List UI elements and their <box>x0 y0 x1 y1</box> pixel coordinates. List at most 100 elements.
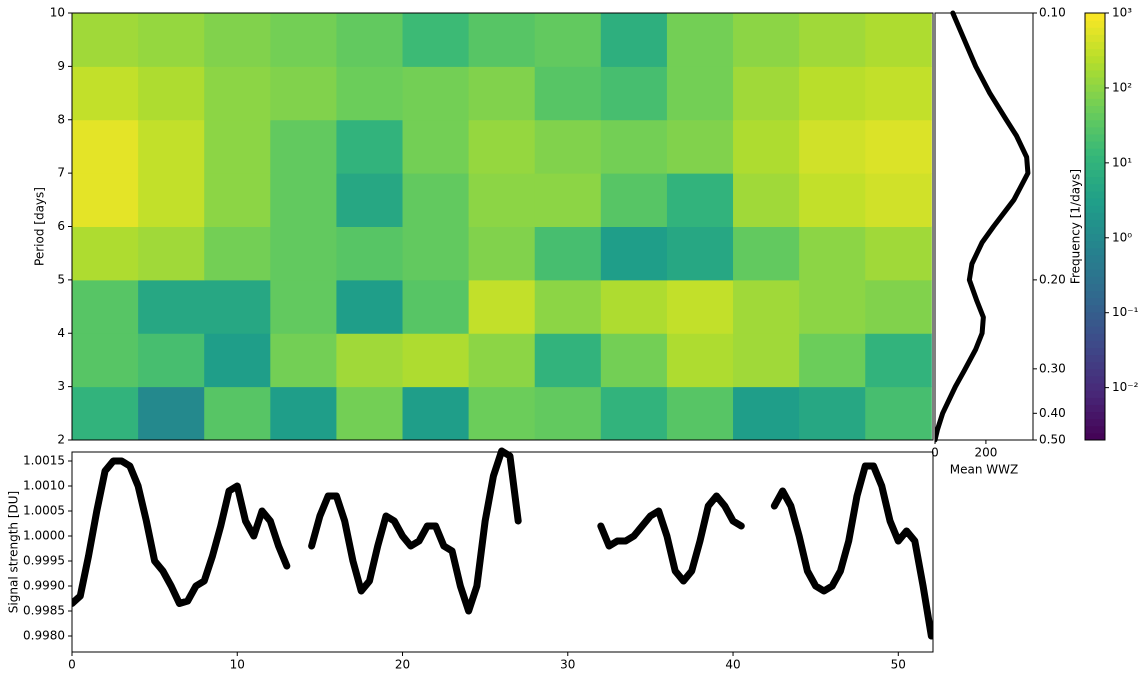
heatmap-cell <box>204 66 271 121</box>
heatmap-cell <box>336 66 404 121</box>
y-tick-label: 9 <box>57 59 65 73</box>
heatmap-cell <box>72 66 139 121</box>
heatmap-cell <box>72 119 139 174</box>
x-tick-label: 30 <box>560 658 575 672</box>
heatmap-cell <box>402 66 470 121</box>
y-tick-label: 5 <box>57 272 65 286</box>
heatmap-cell <box>336 226 404 281</box>
colorbar-segment <box>1085 198 1105 206</box>
heatmap-cell <box>270 386 337 441</box>
heatmap-cell <box>600 386 668 441</box>
heatmap-cell <box>72 13 139 67</box>
heatmap-cell <box>138 119 205 174</box>
colorbar-segment <box>1085 133 1105 142</box>
y2-tick-label: 0.50 <box>1039 433 1066 447</box>
heatmap-cell <box>138 66 205 121</box>
colorbar-segment <box>1085 326 1105 334</box>
y2-tick-label: 0.10 <box>1039 6 1066 20</box>
colorbar-segment <box>1085 368 1105 377</box>
y-tick-label: 7 <box>57 166 65 180</box>
x-tick-label: 20 <box>395 658 410 672</box>
colorbar-segment <box>1085 62 1105 71</box>
colorbar-segment <box>1085 432 1105 441</box>
heatmap-cell <box>468 66 536 121</box>
heatmap-cell <box>799 66 866 121</box>
colorbar-segment <box>1085 13 1105 21</box>
heatmap-cell <box>468 13 536 67</box>
x-tick-label: 10 <box>230 658 245 672</box>
heatmap-cell <box>138 333 205 388</box>
heatmap-cell <box>468 119 536 174</box>
colorbar-segment <box>1085 304 1105 313</box>
colorbar-segment <box>1085 333 1105 341</box>
colorbar-segment <box>1085 418 1105 427</box>
heatmap-cell <box>402 173 470 227</box>
x-tick-label: 50 <box>891 658 906 672</box>
heatmap-cell <box>799 333 866 388</box>
heatmap-cell <box>402 333 470 388</box>
heatmap-cell <box>666 66 734 121</box>
heatmap-cell <box>204 173 271 227</box>
colorbar-segment <box>1085 20 1105 28</box>
heatmap-cell <box>204 13 271 67</box>
heatmap-cell <box>402 279 470 334</box>
heatmap-cell <box>72 386 139 441</box>
colorbar-segment <box>1085 319 1105 327</box>
colorbar-segment <box>1085 254 1105 263</box>
heatmap-cell <box>534 66 602 121</box>
colorbar-segment <box>1085 290 1105 299</box>
heatmap-cell <box>534 226 602 281</box>
heatmap-cell <box>336 119 404 174</box>
colorbar-segment <box>1085 205 1105 213</box>
y-tick-label: 1.0000 <box>23 529 65 543</box>
heatmap-cell <box>270 226 337 281</box>
heatmap-cell <box>204 119 271 174</box>
heatmap-cell <box>799 279 866 334</box>
heatmap-cell <box>270 119 337 174</box>
x-tick-label: 40 <box>725 658 740 672</box>
y-axis-label: Signal strength [DU] <box>7 491 21 613</box>
y-tick-label: 0.9985 <box>23 604 65 618</box>
colorbar-segment <box>1085 247 1105 256</box>
colorbar-segment <box>1085 55 1105 64</box>
heatmap-cell <box>865 66 932 121</box>
colorbar-segment <box>1085 340 1105 348</box>
colorbar-segment <box>1085 212 1105 220</box>
heatmap-cell <box>799 173 866 227</box>
heatmap-cell <box>336 333 404 388</box>
y-tick-label: 4 <box>57 326 65 340</box>
colorbar-segment <box>1085 347 1105 356</box>
heatmap-cell <box>600 66 668 121</box>
y2-tick-label: 0.40 <box>1039 406 1066 420</box>
heatmap-cell <box>865 119 932 174</box>
x-tick-label: 200 <box>974 446 997 460</box>
y-tick-label: 1.0005 <box>23 504 65 518</box>
y2-tick-label: 0.20 <box>1039 272 1066 286</box>
heatmap-cell <box>72 333 139 388</box>
colorbar-segment <box>1085 77 1105 85</box>
heatmap-cell <box>270 333 337 388</box>
heatmap-cell <box>402 119 470 174</box>
signal-line <box>72 447 933 640</box>
heatmap-cell <box>72 226 139 281</box>
heatmap-cell <box>733 13 800 67</box>
colorbar-tick-label: 10⁻² <box>1112 380 1139 394</box>
x-axis-label: Mean WWZ <box>950 463 1018 477</box>
heatmap-cell <box>666 279 734 334</box>
colorbar-segment <box>1085 375 1105 384</box>
heatmap-cell <box>666 119 734 174</box>
y-tick-label: 0.9980 <box>23 629 65 643</box>
colorbar-segment <box>1085 226 1105 235</box>
colorbar-tick-label: 10⁰ <box>1112 230 1132 244</box>
heatmap-cell <box>468 279 536 334</box>
y-tick-label: 0.9995 <box>23 554 65 568</box>
colorbar-segment <box>1085 112 1105 121</box>
heatmap-cell <box>534 119 602 174</box>
colorbar-segment <box>1085 69 1105 78</box>
colorbar-segment <box>1085 84 1105 92</box>
heatmap-cell <box>138 13 205 67</box>
colorbar-segment <box>1085 91 1105 99</box>
colorbar-segment <box>1085 240 1105 249</box>
heatmap-cell <box>270 13 337 67</box>
